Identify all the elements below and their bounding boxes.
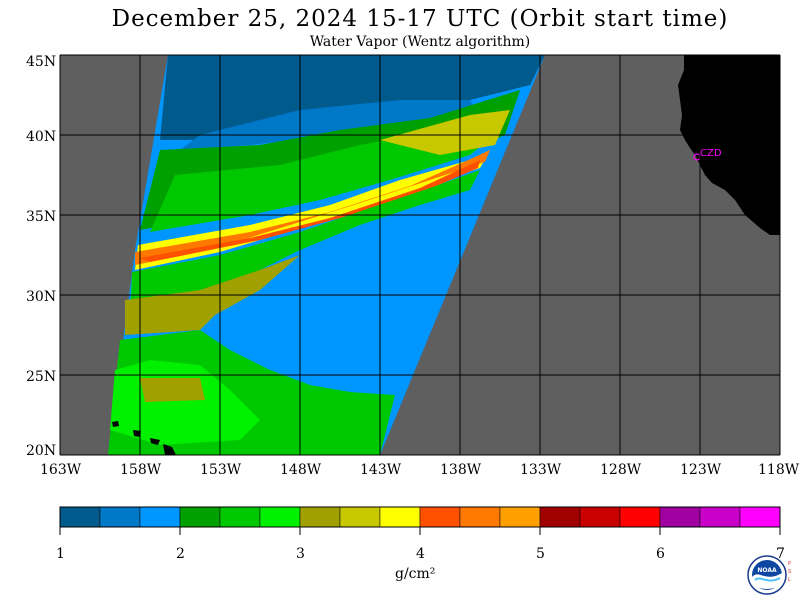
colorbar-tick-label: 3 [296,546,305,562]
swath-band-green-north [150,130,495,232]
colorbar-tick-label: 2 [176,546,185,562]
hawaii-island-1 [112,421,119,427]
colorbar-swatch [179,506,221,528]
lon-label: 153W [200,462,242,478]
colorbar-swatch [419,506,461,528]
lat-label: 35N [26,209,56,225]
colorbar-swatch [139,506,181,528]
swath-band-olive-southwest [140,378,205,402]
svg-text:S: S [788,569,791,575]
colorbar-swatch [619,506,661,528]
colorbar-swatch [499,506,541,528]
colorbar-tick-label: 1 [56,546,65,562]
colorbar-swatch [739,506,781,528]
colorbar-swatch [299,506,341,528]
lon-axis: 163W 158W 153W 148W 143W 138W 133W 128W … [40,462,800,478]
colorbar-tick-label: 6 [656,546,665,562]
lon-label: 163W [40,462,82,478]
hawaii-island-2 [133,430,141,437]
california-land [678,55,780,235]
colorbar-swatch [219,506,261,528]
hawaii-island-3 [150,438,160,445]
swath-band-medblue [180,100,480,150]
colorbar-swatch [259,506,301,528]
hawaii-island-4 [163,444,176,455]
colorbar-swatch [339,506,381,528]
colorbar-tick-label: 4 [416,546,425,562]
map-title: December 25, 2024 15-17 UTC (Orbit start… [111,6,729,32]
colorbar-swatch [539,506,581,528]
colorbar-tick-label: 7 [776,546,785,562]
colorbar-swatches [59,506,781,528]
lat-axis: 45N 40N 35N 30N 25N 20N [26,54,56,459]
svg-text:NOAA: NOAA [757,567,777,574]
map-grid [59,54,781,456]
colorbar-tick-label: 5 [536,546,545,562]
swath-band-green-south [130,170,480,320]
swath-band-olive-north [380,110,510,155]
lon-label: 123W [680,462,722,478]
colorbar-swatch [579,506,621,528]
czd-station-label: CZD [700,148,722,159]
colorbar-swatch [379,506,421,528]
lat-label: 45N [26,54,56,70]
lat-label: 25N [26,369,56,385]
lon-label: 118W [758,462,800,478]
swath-band-darkblue [160,55,545,140]
lat-label: 30N [26,289,56,305]
svg-text:P: P [788,561,791,567]
lon-label: 128W [600,462,642,478]
lon-label: 143W [360,462,402,478]
lon-label: 148W [280,462,322,478]
map-subtitle: Water Vapor (Wentz algorithm) [309,34,531,50]
colorbar-swatch [699,506,741,528]
colorbar-swatch [99,506,141,528]
colorbar-swatch [659,506,701,528]
colorbar-ticks [59,527,781,535]
lat-label: 40N [26,129,56,145]
colorbar-swatch [459,506,501,528]
noaa-logo-icon: NOAA P S L [747,555,791,595]
map-plot-area: CZD [60,55,780,455]
colorbar: 1 2 3 4 5 6 7 g/cm² [56,506,785,582]
colorbar-unit-label: g/cm² [395,566,435,582]
lat-label: 20N [26,443,56,459]
svg-text:L: L [788,577,791,583]
lon-label: 138W [440,462,482,478]
colorbar-swatch [59,506,101,528]
lon-label: 158W [120,462,162,478]
lon-label: 133W [520,462,562,478]
